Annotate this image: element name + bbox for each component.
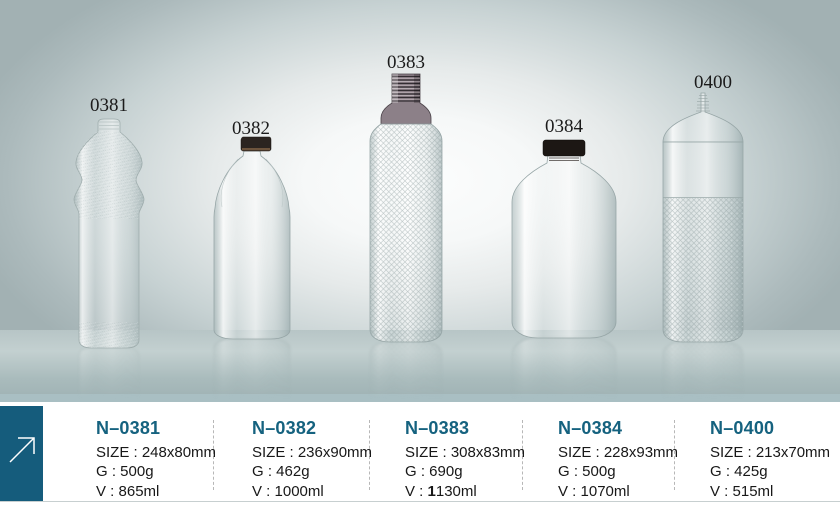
svg-text:0384: 0384 [545,116,584,137]
svg-text:0382: 0382 [232,118,270,139]
svg-text:0400: 0400 [694,72,732,93]
svg-text:0383: 0383 [387,52,425,73]
svg-text:0381: 0381 [90,95,128,116]
